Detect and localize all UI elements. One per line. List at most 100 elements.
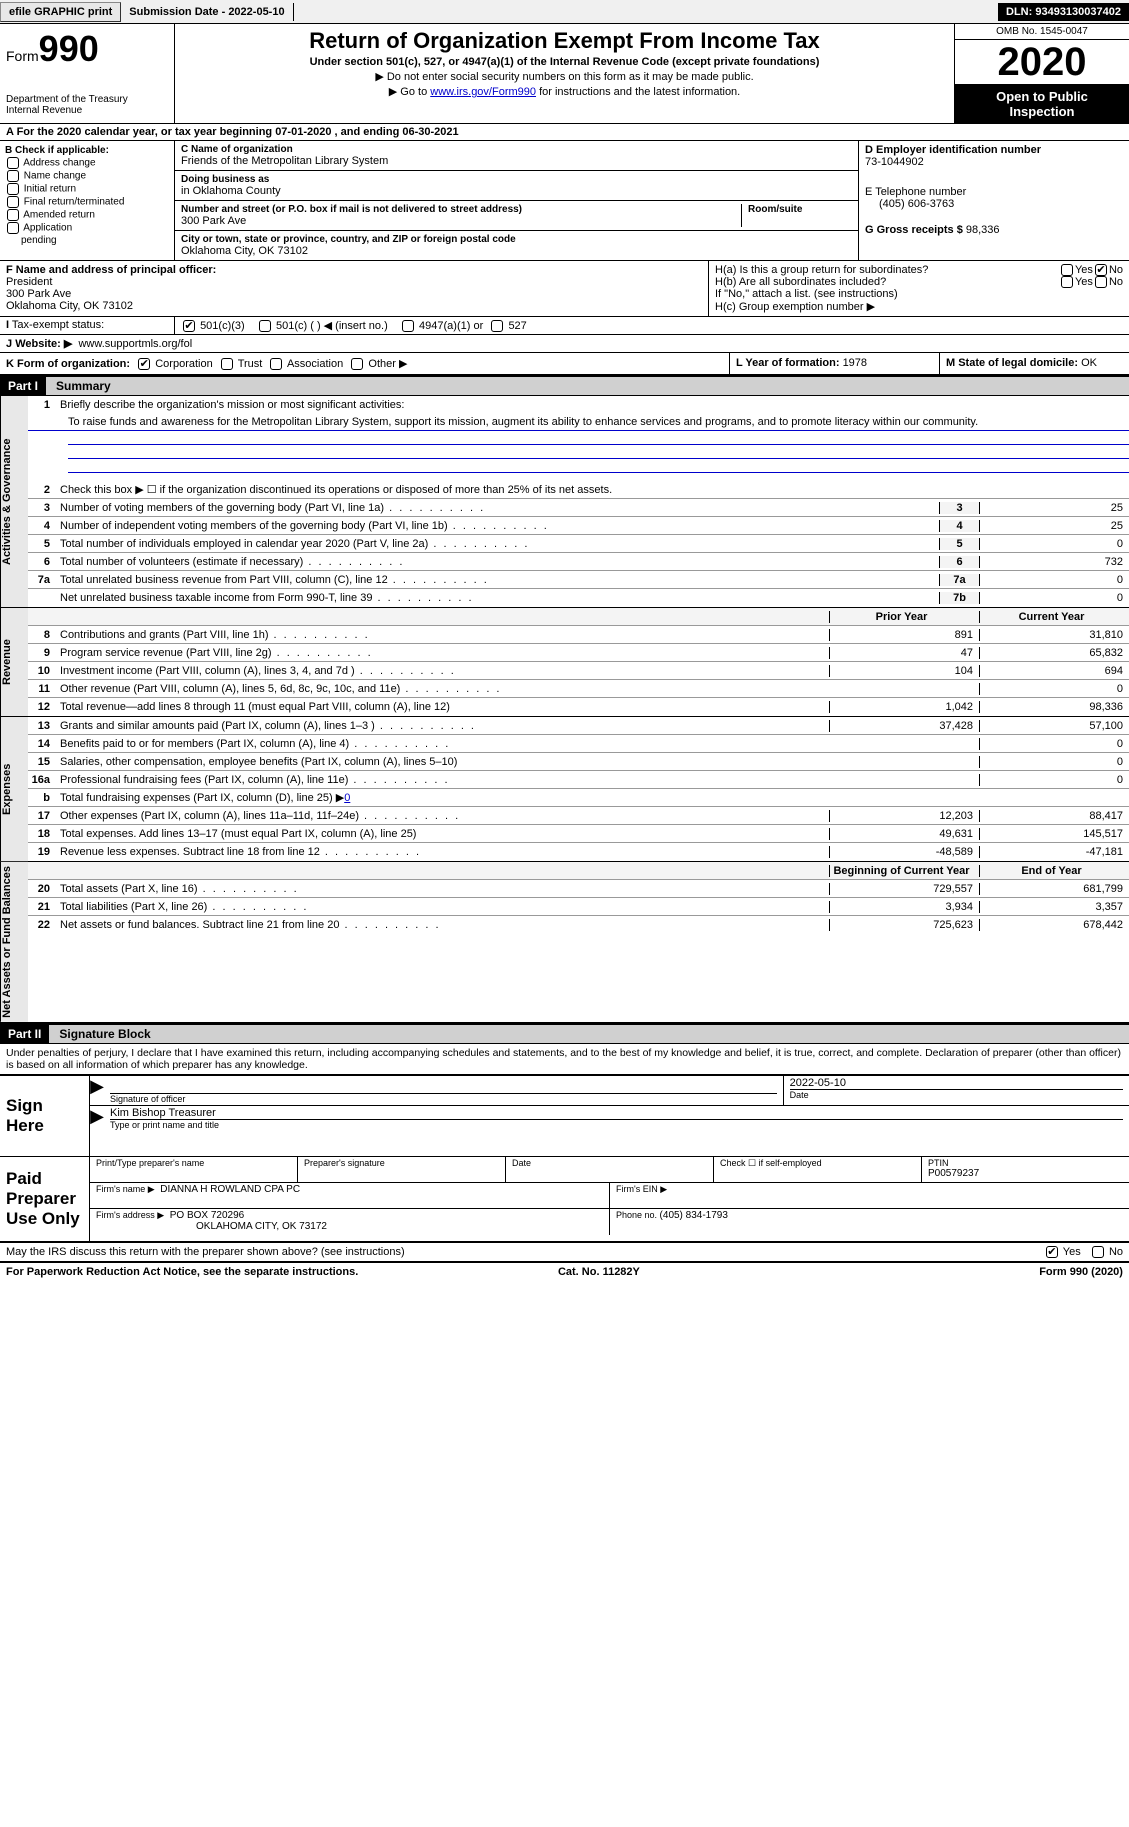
hb-label: H(b) Are all subordinates included?: [715, 276, 1059, 288]
501c3-checkbox[interactable]: [183, 320, 195, 332]
cat-no: Cat. No. 11282Y: [558, 1266, 640, 1278]
line7b-text: Net unrelated business taxable income fr…: [56, 591, 939, 605]
hb-no-checkbox[interactable]: [1095, 276, 1107, 288]
year-formation: 1978: [843, 357, 867, 369]
dln: DLN: 93493130037402: [998, 3, 1129, 21]
name-change-checkbox[interactable]: [7, 170, 19, 182]
submission-date: Submission Date - 2022-05-10: [121, 3, 293, 21]
officer-addr1: 300 Park Ave: [6, 288, 702, 300]
officer-label: F Name and address of principal officer:: [6, 264, 702, 276]
header-mid: Return of Organization Exempt From Incom…: [175, 24, 954, 123]
part2-title: Signature Block: [49, 1025, 1129, 1043]
phone-value: (405) 606-3763: [865, 198, 1123, 210]
entity-info-block: B Check if applicable: Address change Na…: [0, 141, 1129, 261]
form-footer-label: Form 990 (2020): [1039, 1266, 1123, 1278]
revenue-section: Revenue Prior YearCurrent Year 8Contribu…: [0, 608, 1129, 717]
principal-officer: F Name and address of principal officer:…: [0, 261, 709, 316]
part1-badge: Part I: [0, 377, 46, 395]
irs-label: Internal Revenue: [6, 105, 168, 116]
page-footer: For Paperwork Reduction Act Notice, see …: [0, 1262, 1129, 1281]
contact-block: D Employer identification number 73-1044…: [859, 141, 1129, 260]
prior-year-header: Prior Year: [829, 611, 979, 623]
signature-officer-label: Signature of officer: [110, 1093, 777, 1104]
note-goto-post: for instructions and the latest informat…: [536, 86, 740, 98]
firm-phone: (405) 834-1793: [660, 1210, 728, 1221]
amended-return-checkbox[interactable]: [7, 209, 19, 221]
ha-label: H(a) Is this a group return for subordin…: [715, 264, 1059, 276]
netassets-tab: Net Assets or Fund Balances: [0, 862, 28, 1022]
ha-yes-checkbox[interactable]: [1061, 264, 1073, 276]
check-if-applicable: B Check if applicable: Address change Na…: [0, 141, 175, 260]
irs-discuss-text: May the IRS discuss this return with the…: [6, 1246, 405, 1258]
printed-name-label: Type or print name and title: [110, 1119, 1123, 1130]
association-checkbox[interactable]: [270, 358, 282, 370]
paid-preparer-row: Paid Preparer Use Only Print/Type prepar…: [0, 1157, 1129, 1242]
dept-treasury: Department of the Treasury: [6, 94, 168, 105]
org-form-row: K Form of organization: Corporation Trus…: [0, 353, 1129, 375]
line7a-value: 0: [979, 574, 1129, 586]
line4-value: 25: [979, 520, 1129, 532]
line5-value: 0: [979, 538, 1129, 550]
date-label: Date: [790, 1089, 1123, 1100]
discuss-yes-checkbox[interactable]: [1046, 1246, 1058, 1258]
firm-phone-label: Phone no.: [616, 1210, 660, 1220]
preparer-print-label: Print/Type preparer's name: [96, 1158, 291, 1168]
ein-value: 73-1044902: [865, 156, 1123, 168]
firm-name: DIANNA H ROWLAND CPA PC: [160, 1184, 300, 1195]
officer-name: President: [6, 276, 702, 288]
discuss-no-checkbox[interactable]: [1092, 1246, 1104, 1258]
line4-text: Number of independent voting members of …: [56, 519, 939, 533]
final-return-checkbox[interactable]: [7, 196, 19, 208]
ha-no-checkbox[interactable]: [1095, 264, 1107, 276]
tax-status-row: I Tax-exempt status: 501(c)(3) 501(c) ( …: [0, 317, 1129, 335]
firm-ein-label: Firm's EIN ▶: [616, 1184, 667, 1194]
paperwork-notice: For Paperwork Reduction Act Notice, see …: [6, 1266, 358, 1278]
firm-name-label: Firm's name ▶: [96, 1184, 155, 1194]
address-change-checkbox[interactable]: [7, 157, 19, 169]
application-pending-checkbox[interactable]: [7, 222, 19, 234]
line6-text: Total number of volunteers (estimate if …: [56, 555, 939, 569]
initial-return-checkbox[interactable]: [7, 183, 19, 195]
527-checkbox[interactable]: [491, 320, 503, 332]
website-value: www.supportmls.org/fol: [78, 338, 192, 350]
caret-icon: ▶: [90, 1076, 104, 1105]
other-checkbox[interactable]: [351, 358, 363, 370]
org-identity: C Name of organization Friends of the Me…: [175, 141, 859, 260]
line3-text: Number of voting members of the governin…: [56, 501, 939, 515]
hb-yes-checkbox[interactable]: [1061, 276, 1073, 288]
officer-printed-name: Kim Bishop Treasurer: [110, 1107, 1123, 1119]
mission-label: Briefly describe the organization's miss…: [56, 398, 1129, 412]
street-label: Number and street (or P.O. box if mail i…: [181, 204, 741, 215]
4947a1-checkbox[interactable]: [402, 320, 414, 332]
501c-checkbox[interactable]: [259, 320, 271, 332]
perjury-declaration: Under penalties of perjury, I declare th…: [0, 1044, 1129, 1074]
expenses-section: Expenses 13Grants and similar amounts pa…: [0, 717, 1129, 862]
firm-addr2: OKLAHOMA CITY, OK 73172: [96, 1221, 327, 1232]
dba-label: Doing business as: [181, 174, 852, 185]
instructions-link[interactable]: www.irs.gov/Form990: [430, 86, 536, 98]
trust-checkbox[interactable]: [221, 358, 233, 370]
city-label: City or town, state or province, country…: [181, 234, 852, 245]
corporation-checkbox[interactable]: [138, 358, 150, 370]
form-subtitle: Under section 501(c), 527, or 4947(a)(1)…: [181, 56, 948, 68]
open-public-badge: Open to Public Inspection: [955, 85, 1129, 123]
phone-label: E Telephone number: [865, 186, 1123, 198]
org-name-label: C Name of organization: [181, 144, 852, 155]
line5-text: Total number of individuals employed in …: [56, 537, 939, 551]
form-number: 990: [39, 28, 99, 69]
form-header: Form990 Department of the Treasury Inter…: [0, 24, 1129, 124]
line6-value: 732: [979, 556, 1129, 568]
preparer-sig-label: Preparer's signature: [304, 1158, 499, 1168]
line2-text: Check this box ▶ ☐ if the organization d…: [56, 482, 1129, 497]
dba-value: in Oklahoma County: [181, 185, 852, 197]
tax-year: 2020: [955, 40, 1129, 85]
hb-note: If "No," attach a list. (see instruction…: [715, 288, 1123, 300]
part1-header: Part I Summary: [0, 375, 1129, 396]
efile-print-button[interactable]: efile GRAPHIC print: [0, 2, 121, 22]
room-label: Room/suite: [748, 204, 852, 215]
governance-section: Activities & Governance 1Briefly describ…: [0, 396, 1129, 608]
tax-period-row: A For the 2020 calendar year, or tax yea…: [0, 124, 1129, 141]
governance-tab: Activities & Governance: [0, 396, 28, 607]
gross-receipts-value: 98,336: [966, 224, 1000, 236]
ptin-label: PTIN: [928, 1158, 1123, 1168]
